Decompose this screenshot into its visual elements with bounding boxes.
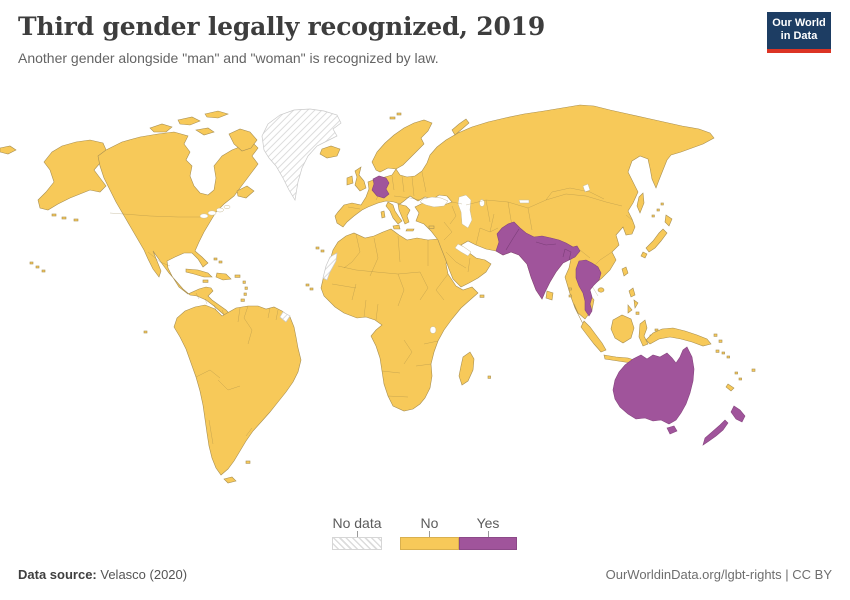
legend-tick-yes — [488, 531, 489, 537]
africa-small-islands[interactable] — [305, 246, 491, 379]
region-western-sahara[interactable] — [322, 252, 338, 281]
canada-arctic-islands[interactable] — [149, 110, 258, 152]
region-sri-lanka[interactable] — [545, 290, 554, 301]
legend-label-no-data: No data — [332, 515, 382, 531]
legend-swatch-no[interactable] — [400, 537, 459, 550]
region-alaska[interactable] — [37, 139, 108, 211]
region-madagascar[interactable] — [458, 351, 475, 386]
region-scandinavia[interactable] — [371, 119, 433, 173]
region-south-america[interactable] — [173, 304, 302, 476]
region-balkans-greece[interactable] — [397, 203, 411, 225]
region-new-guinea[interactable] — [645, 327, 712, 347]
region-crete[interactable] — [405, 228, 415, 232]
region-uk[interactable] — [354, 166, 367, 192]
country-germany[interactable] — [371, 175, 390, 199]
region-eurasia[interactable] — [334, 104, 715, 339]
caspian-sea — [457, 194, 473, 229]
svalbard-islands[interactable] — [389, 112, 402, 120]
legend-swatch-yes[interactable] — [459, 537, 517, 550]
aleutian-islands[interactable] — [51, 213, 79, 222]
hawaii-islands[interactable] — [29, 261, 46, 273]
pacific-islands[interactable] — [713, 333, 756, 392]
lake-baikal — [582, 183, 591, 193]
sa-borders — [195, 305, 279, 445]
region-hainan[interactable] — [597, 287, 605, 293]
region-french-guiana[interactable] — [279, 311, 291, 323]
region-africa[interactable] — [320, 228, 479, 412]
chukotka-wrap-sliver[interactable] — [0, 145, 17, 155]
region-newfoundland[interactable] — [236, 185, 255, 199]
region-japan[interactable] — [640, 214, 673, 259]
region-greenland[interactable] — [261, 108, 342, 201]
galapagos[interactable] — [143, 330, 148, 334]
legend-swatch-no-data[interactable] — [332, 537, 382, 550]
falkland-islands[interactable] — [245, 460, 251, 464]
owid-logo-line2: in Data — [780, 30, 818, 42]
owid-logo-line1: Our World — [772, 17, 826, 29]
country-australia[interactable] — [612, 346, 695, 425]
region-sicily[interactable] — [392, 224, 401, 230]
lake-balkhash — [518, 199, 530, 204]
data-source-label: Data source: — [18, 567, 97, 582]
region-taiwan[interactable] — [621, 266, 629, 277]
kuril-islands[interactable] — [651, 202, 664, 218]
region-cyprus[interactable] — [428, 225, 435, 229]
owid-logo[interactable]: Our World in Data — [767, 12, 831, 53]
region-north-america[interactable] — [97, 131, 259, 321]
region-sakhalin[interactable] — [636, 192, 645, 214]
great-lakes — [199, 204, 231, 219]
region-novaya-zemlya[interactable] — [451, 118, 470, 136]
region-south-asia[interactable] — [495, 221, 581, 300]
aral-sea — [479, 199, 485, 207]
region-ireland[interactable] — [346, 175, 354, 186]
legend-tick-no — [429, 531, 430, 537]
legend-tick-no-data — [357, 531, 358, 537]
eurasia-borders — [347, 171, 633, 297]
country-new-zealand[interactable] — [702, 405, 746, 446]
region-philippines[interactable] — [627, 287, 640, 315]
na-borders — [109, 212, 225, 316]
lake-victoria — [429, 326, 437, 334]
south-asia-borders — [505, 228, 572, 261]
africa-borders — [331, 233, 449, 398]
credit-link[interactable]: OurWorldinData.org/lgbt-rights | CC BY — [605, 567, 832, 582]
data-source-value: Velasco (2020) — [100, 567, 188, 582]
region-sardinia[interactable] — [380, 210, 386, 219]
legend-label-no: No — [420, 515, 439, 531]
region-iceland[interactable] — [319, 145, 341, 159]
page-title: Third gender legally recognized, 2019 — [18, 12, 546, 41]
region-tasmania[interactable] — [666, 425, 678, 435]
legend-label-yes: Yes — [476, 515, 500, 531]
caribbean-islands[interactable] — [185, 257, 248, 302]
andaman-islands[interactable] — [568, 287, 572, 298]
persian-gulf — [454, 243, 472, 257]
page-subtitle: Another gender alongside "man" and "woma… — [18, 50, 439, 66]
region-italy[interactable] — [385, 201, 403, 225]
country-thailand[interactable] — [575, 259, 602, 317]
region-tierra-del-fuego[interactable] — [223, 476, 237, 484]
black-sea — [419, 196, 449, 208]
data-source: Data source: Velasco (2020) — [18, 567, 187, 582]
